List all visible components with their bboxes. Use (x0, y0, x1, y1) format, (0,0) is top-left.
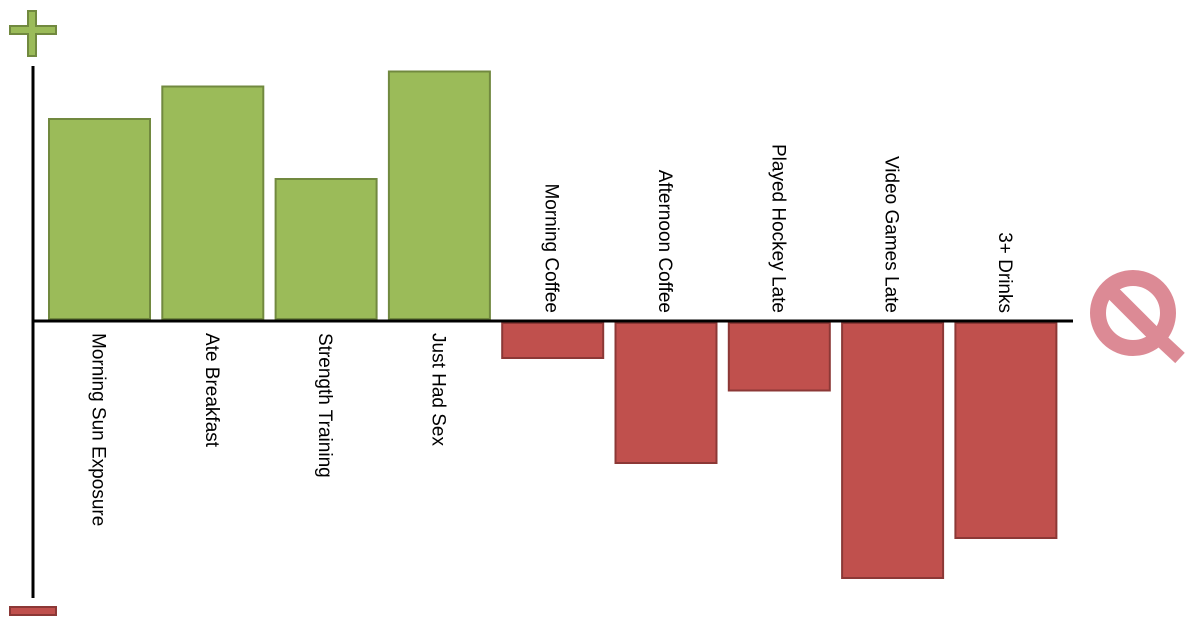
bar-0 (48, 118, 151, 320)
bar-5 (614, 322, 718, 464)
category-label: Ate Breakfast (201, 333, 222, 448)
bar-7 (841, 322, 945, 579)
category-label: Played Hockey Late (767, 144, 788, 313)
bar-8 (954, 322, 1058, 539)
category-label: Morning Coffee (541, 183, 562, 313)
bar-4 (501, 322, 605, 359)
bar-3 (387, 70, 491, 320)
bar-1 (161, 85, 265, 320)
bar-2 (274, 178, 378, 320)
category-label: Strength Training (314, 333, 335, 478)
bar-6 (727, 322, 831, 392)
category-label: Just Had Sex (427, 333, 448, 446)
category-label: 3+ Drinks (994, 232, 1015, 313)
plus-icon (9, 10, 57, 57)
minus-icon (9, 606, 57, 616)
category-label: Morning Sun Exposure (88, 333, 109, 526)
prohibited-icon (1090, 270, 1185, 364)
category-label: Afternoon Coffee (654, 170, 675, 313)
category-label: Video Games Late (881, 156, 902, 313)
